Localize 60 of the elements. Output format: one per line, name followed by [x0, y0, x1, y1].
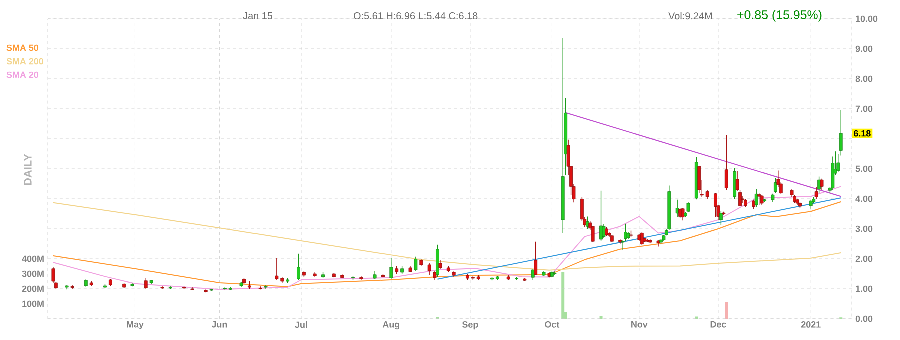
candlestick — [428, 263, 432, 276]
y-tick-label: 8.00 — [856, 76, 873, 82]
candlestick — [754, 189, 758, 208]
x-tick-label: 2021 — [801, 322, 821, 328]
candlestick — [553, 271, 557, 276]
candlestick — [839, 110, 843, 156]
bar — [725, 302, 728, 319]
x-tick-label: Oct — [545, 322, 560, 328]
y-tick-label: 0.00 — [856, 316, 873, 322]
text: SMA 50 — [6, 44, 39, 52]
y-tick-label: 5.00 — [856, 166, 873, 172]
y-tick-label: 3.00 — [856, 226, 873, 232]
annotation: +0.85 (15.95%) — [738, 10, 822, 22]
x-tick-label: Nov — [632, 322, 648, 328]
candlestick — [591, 226, 595, 243]
text: DAILY — [24, 154, 32, 186]
candlestick — [534, 242, 538, 276]
candlestick — [714, 192, 718, 218]
x-tick-label: Dec — [710, 322, 726, 328]
line-series — [52, 186, 842, 290]
bar — [562, 272, 565, 319]
candlestick — [814, 186, 818, 200]
candlestick — [752, 200, 756, 210]
y2-tick-label: 300M — [22, 270, 44, 278]
annotation: O:5.61 H:6.96 L:5.44 C:6.18 — [354, 12, 478, 20]
x-tick-label: May — [127, 322, 144, 330]
candlestick — [774, 178, 778, 194]
y-tick-label: 4.00 — [856, 196, 873, 202]
line-series — [52, 202, 842, 288]
candlestick — [724, 134, 728, 190]
y-tick-label: 7.00 — [856, 106, 873, 112]
text: SMA 20 — [6, 72, 39, 78]
annotation: Vol:9.24M — [668, 12, 712, 20]
y-tick-label: 10.00 — [856, 16, 878, 22]
candlestick — [686, 202, 690, 213]
x-tick-label: Sep — [462, 322, 478, 330]
candlestick — [820, 178, 824, 190]
x-tick-label: Aug — [382, 322, 400, 330]
candlestick — [297, 254, 300, 280]
annotation: Jan 15 — [243, 12, 273, 20]
candlestick — [602, 224, 606, 238]
y2-tick-label: 100M — [22, 300, 44, 308]
y-tick-label: 1.00 — [856, 286, 873, 292]
candlestick — [681, 208, 685, 221]
annotation: 6.18 — [854, 130, 871, 137]
candlestick — [414, 256, 418, 272]
candlestick — [144, 278, 148, 290]
y-tick-label: 2.00 — [856, 256, 873, 262]
line-series — [52, 202, 842, 271]
candlestick — [741, 196, 745, 204]
text: SMA 200 — [6, 58, 44, 65]
y2-tick-label: 200M — [22, 286, 44, 292]
y-tick-label: 9.00 — [856, 46, 873, 52]
candlestick — [698, 166, 702, 194]
candlestick — [390, 258, 394, 280]
y2-tick-label: 400M — [22, 256, 44, 262]
candlestick — [719, 210, 723, 226]
bar — [600, 316, 603, 319]
x-tick-label: Jun — [212, 322, 228, 328]
x-tick-label: Jul — [295, 322, 308, 328]
